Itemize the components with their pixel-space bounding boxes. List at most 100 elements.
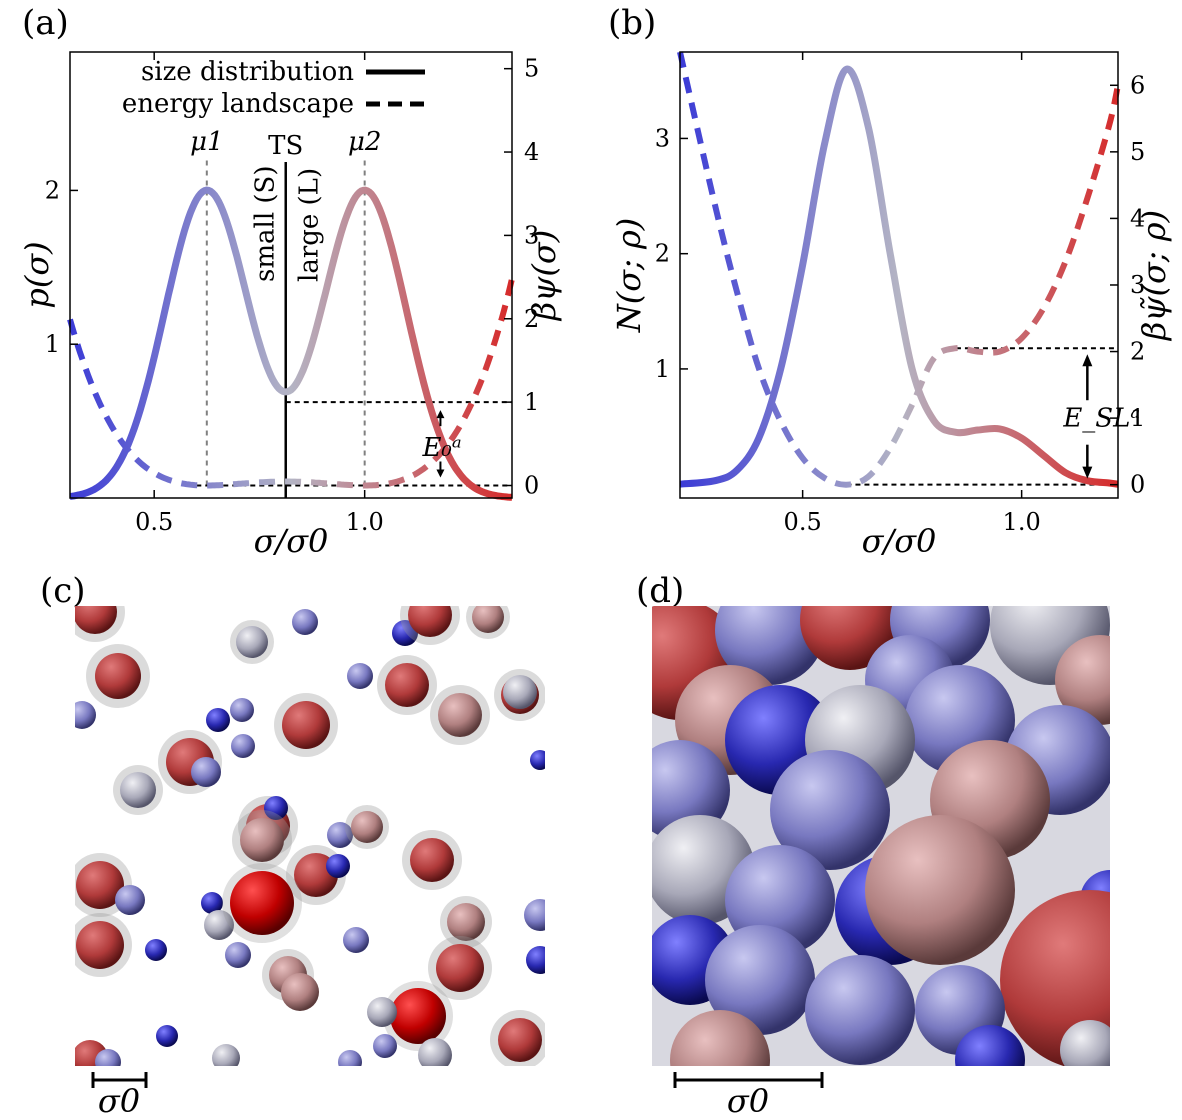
sphere [76, 861, 124, 909]
sphere [373, 1034, 397, 1058]
chart-b-y2tick-label: 4 [1130, 204, 1145, 232]
chart-b-arrow-down [1082, 466, 1093, 479]
sphere [145, 939, 167, 961]
sphere [212, 1044, 240, 1066]
sphere [351, 811, 383, 843]
annotation-large: large (L) [295, 168, 325, 282]
sphere [385, 663, 429, 707]
chart-b-xtick-label: 1.0 [1003, 508, 1041, 536]
sphere [670, 1010, 770, 1066]
sphere [201, 892, 223, 914]
sphere [438, 693, 482, 737]
chart-a-xlabel: σ/σ0 [254, 522, 329, 560]
sphere [447, 903, 485, 941]
sphere [408, 606, 452, 637]
sphere [865, 815, 1015, 965]
chart-a-arrow-down [436, 469, 445, 478]
sphere [95, 653, 141, 699]
sphere [1060, 1020, 1110, 1066]
sphere [1055, 635, 1110, 725]
chart-b-frame [679, 51, 1119, 499]
sphere [472, 606, 504, 633]
scale-bar-c: σ0 [91, 1072, 148, 1120]
chart-b-y2tick-label: 0 [1130, 471, 1145, 499]
sphere [343, 927, 369, 953]
sphere [281, 973, 319, 1011]
chart-a-xtick-label: 0.5 [135, 508, 173, 536]
sphere [498, 1018, 542, 1062]
sphere [955, 1025, 1025, 1066]
chart-b-ytick-label: 1 [655, 355, 670, 383]
sphere [206, 708, 230, 732]
sphere [156, 1025, 178, 1047]
chart-a-y2tick-label: 2 [524, 305, 539, 333]
sphere-group-d [652, 606, 1110, 1066]
chart-b-xlabel: σ/σ0 [862, 522, 937, 560]
chart-b-y2tick-label: 2 [1130, 338, 1145, 366]
sphere [715, 606, 825, 685]
sphere [503, 675, 537, 709]
chart-a-y2tick-label: 1 [524, 388, 539, 416]
scale-bar-d: σ0 [673, 1072, 824, 1120]
sphere [805, 955, 915, 1065]
sphere [436, 944, 484, 992]
sphere [326, 854, 350, 878]
scale-label-c: σ0 [98, 1082, 140, 1120]
sphere [75, 606, 117, 634]
sphere [327, 822, 353, 848]
scale-label-d: σ0 [727, 1082, 769, 1120]
panel-label-c: (c) [40, 571, 86, 611]
sphere [347, 663, 373, 689]
chart-b-ytick-label: 2 [655, 240, 670, 268]
sphere [292, 609, 318, 635]
chart-a: 0.5 1.0 1 2 0 1 2 3 4 5 σ/σ0 p(σ) βψ(σ) size dist… [18, 51, 563, 560]
chart-a-y2tick-label: 0 [524, 471, 539, 499]
legend-entry-energy-landscape: energy landscape [122, 89, 354, 119]
chart-a-y2tick-label: 5 [524, 55, 539, 83]
snapshot-d [652, 606, 1110, 1066]
sphere [390, 988, 446, 1044]
sphere-group-c [75, 606, 545, 1066]
sphere [225, 942, 251, 968]
sphere [264, 796, 288, 820]
annotation-barrier-esl: E_SLᵃ [1062, 403, 1140, 433]
panel-label-a: (a) [22, 3, 69, 43]
chart-a-y2tick-label: 4 [524, 138, 539, 166]
chart-a-frame [69, 51, 513, 499]
annotation-small: small (S) [251, 166, 281, 283]
sphere [230, 871, 294, 935]
chart-b-y2tick-label: 6 [1130, 71, 1145, 99]
series-size-distribution-b [679, 65, 1119, 488]
chart-b-y2label: βψ̃(σ; ρ) [1135, 210, 1173, 341]
chart-b-ytick-label: 3 [655, 124, 670, 152]
sphere [76, 921, 124, 969]
chart-b-arrow-up [1082, 354, 1093, 367]
sphere [115, 885, 145, 915]
annotation-ts: TS [268, 131, 303, 161]
chart-a-xtick-label: 1.0 [346, 508, 384, 536]
series-energy-landscape [67, 278, 515, 489]
panel-label-d: (d) [636, 571, 684, 611]
sphere [338, 1050, 362, 1066]
sphere [524, 899, 545, 931]
sphere [705, 925, 815, 1035]
sphere [770, 750, 890, 870]
chart-a-ylabel: p(σ) [18, 241, 56, 308]
annotation-mu1: μ1 [190, 127, 223, 157]
chart-a-y2tick-label: 3 [524, 221, 539, 249]
chart-b-xtick-label: 0.5 [784, 508, 822, 536]
sphere [75, 701, 96, 729]
chart-a-arrow-up [436, 410, 445, 419]
chart-b-y2tick-label: 1 [1130, 404, 1145, 432]
panel-label-b: (b) [608, 3, 656, 43]
annotation-barrier-e0: E₀ᵃ [421, 433, 461, 463]
sphere [367, 997, 397, 1027]
chart-b-y2tick-label: 3 [1130, 271, 1145, 299]
sphere [240, 818, 284, 862]
chart-a-y2label: βψ(σ) [525, 230, 563, 321]
series-energy-landscape-b [677, 51, 1121, 488]
sphere [95, 1049, 121, 1066]
sphere [120, 772, 156, 808]
